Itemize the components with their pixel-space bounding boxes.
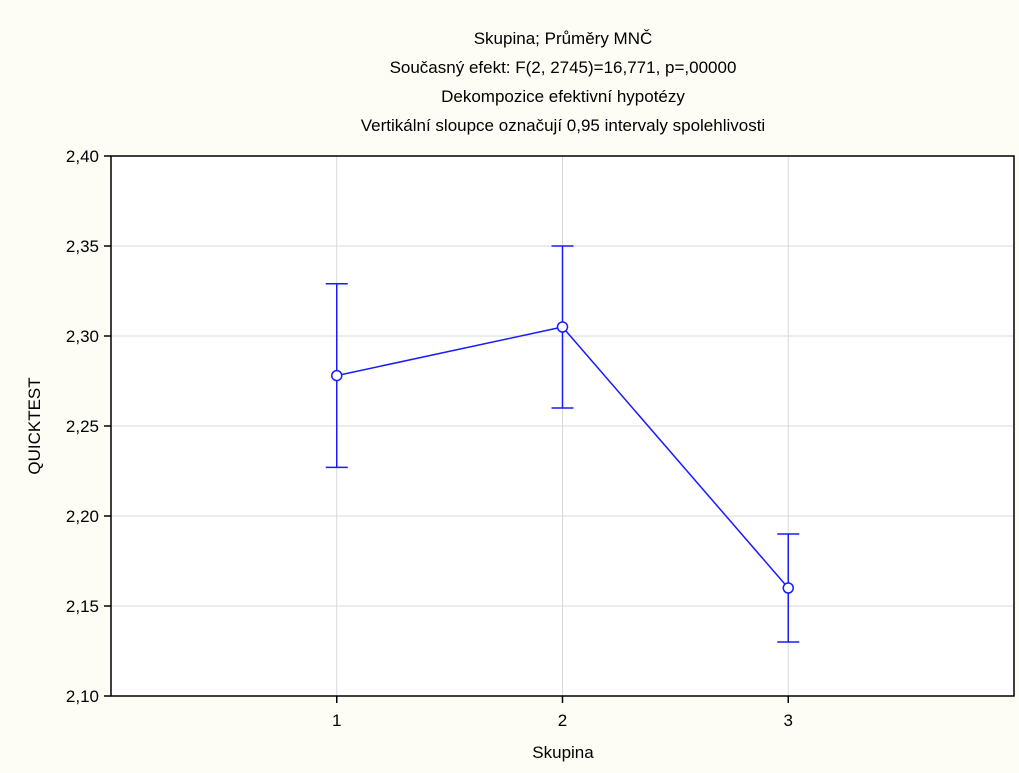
data-point <box>331 369 343 382</box>
title-line-3: Dekompozice efektivní hypotézy <box>441 87 685 106</box>
chart-title: Skupina; Průměry MNČ Současný efekt: F(2… <box>361 29 765 135</box>
y-axis-label: QUICKTEST <box>25 377 44 474</box>
y-tick-label: 2,20 <box>66 507 99 526</box>
y-tick-label: 2,15 <box>66 597 99 616</box>
x-axis: 1 2 3 <box>332 696 793 730</box>
data-points <box>331 321 794 594</box>
title-line-1: Skupina; Průměry MNČ <box>474 29 653 48</box>
y-tick-label: 2,25 <box>66 417 99 436</box>
y-tick-label: 2,30 <box>66 327 99 346</box>
y-tick-label: 2,35 <box>66 237 99 256</box>
data-point <box>556 321 569 333</box>
data-point <box>782 582 794 594</box>
x-axis-label: Skupina <box>532 743 594 762</box>
y-axis: 2,10 2,15 2,20 2,25 2,30 2,35 2,40 <box>66 147 111 706</box>
x-tick-label: 3 <box>784 711 793 730</box>
x-tick-label: 1 <box>332 711 341 730</box>
title-line-4: Vertikální sloupce označují 0,95 interva… <box>361 116 765 135</box>
x-tick-label: 2 <box>558 711 567 730</box>
title-line-2: Současný efekt: F(2, 2745)=16,771, p=,00… <box>390 58 737 77</box>
y-tick-label: 2,40 <box>66 147 99 166</box>
y-tick-label: 2,10 <box>66 687 99 706</box>
